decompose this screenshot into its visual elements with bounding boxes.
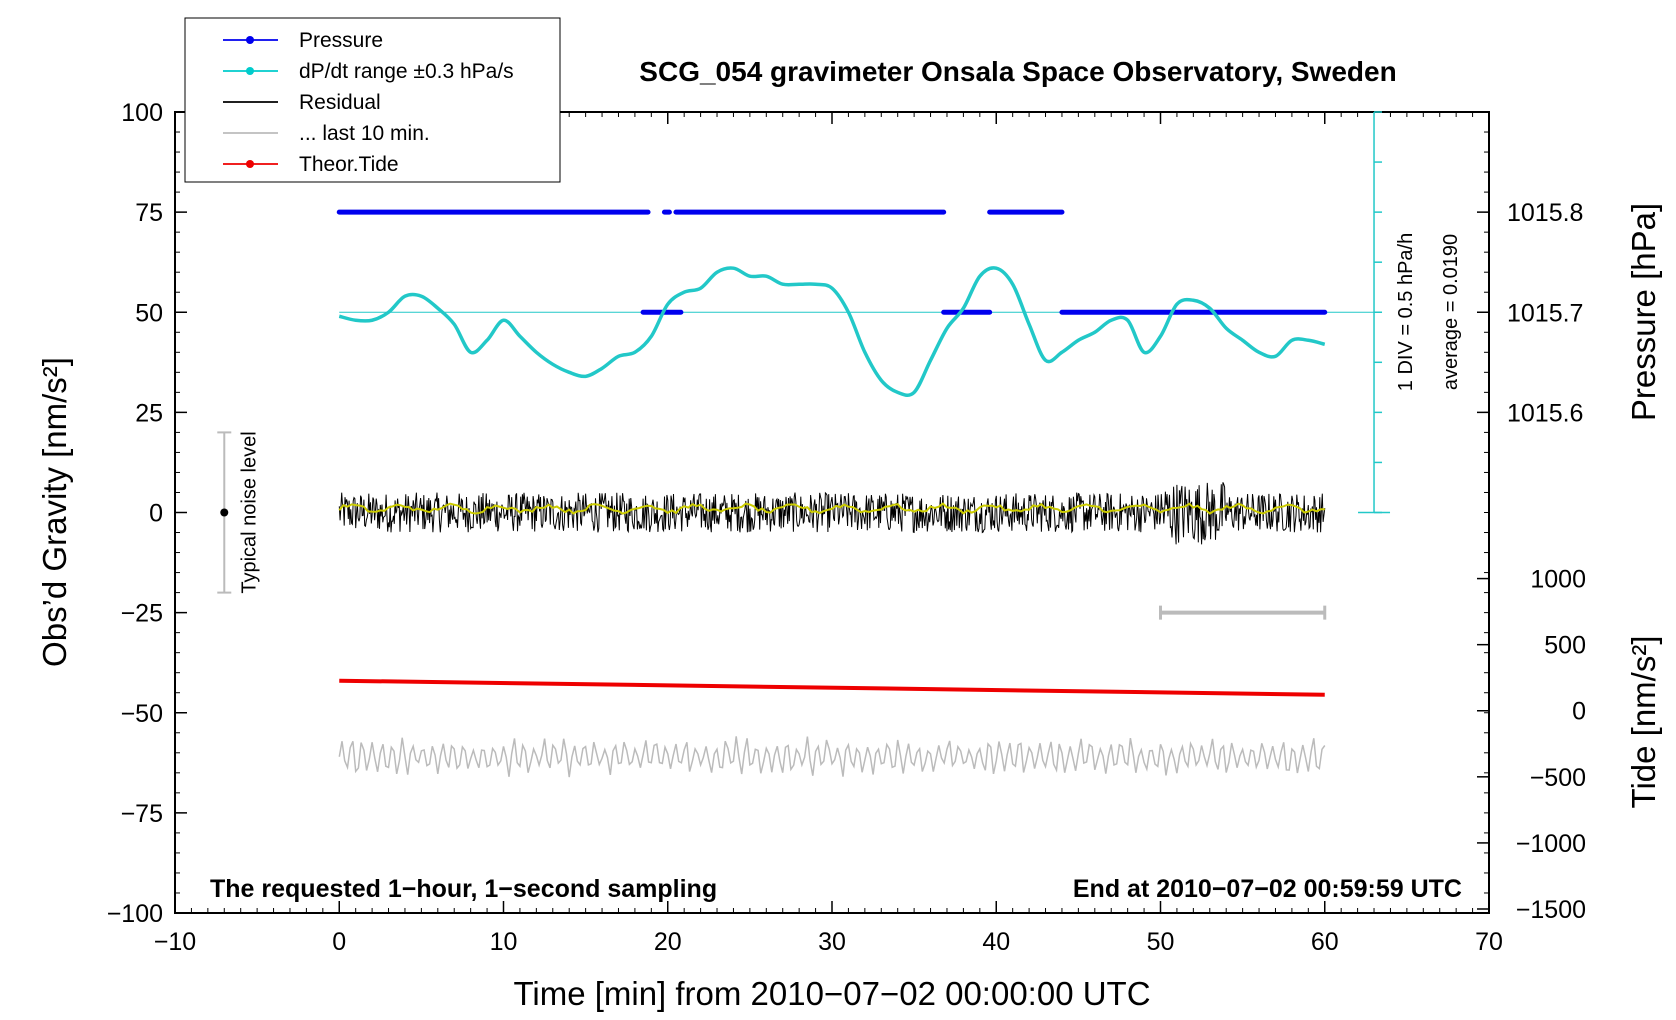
residual-series (338, 482, 1326, 545)
y-tick-label: −25 (121, 600, 163, 628)
x-tick-label: 0 (332, 928, 346, 956)
y-tick-label: 0 (149, 500, 163, 528)
dpdt-series (338, 266, 1326, 397)
legend-box (184, 17, 561, 183)
tide-tick-label: 1000 (1530, 566, 1586, 594)
legend-label: Theor.Tide (299, 153, 399, 176)
last-10-min-series (338, 736, 1326, 778)
pressure-tick-label: 1015.6 (1507, 399, 1583, 427)
legend-label: ... last 10 min. (299, 122, 430, 145)
x-tick-label: 30 (818, 928, 846, 956)
pressure-tick-label: 1015.7 (1507, 299, 1583, 327)
last-10-min-bar (1159, 605, 1327, 620)
noise-bar-dot (220, 508, 229, 517)
y-tick-label: −50 (121, 700, 163, 728)
chart-title: SCG_054 gravimeter Onsala Space Observat… (639, 56, 1396, 87)
pressure-series (336, 209, 1328, 315)
legend-swatch-marker (246, 36, 254, 44)
y-tick-label: 25 (135, 399, 163, 427)
x-tick-label: 50 (1147, 928, 1175, 956)
residual-smoothed-series (338, 502, 1325, 515)
y-tick-label: −75 (121, 800, 163, 828)
tide-axis-title: Tide [nm/s²] (1625, 636, 1662, 809)
pressure-scale-label-div: 1 DIV = 0.5 hPa/h (1395, 233, 1417, 391)
tide-tick-label: −1000 (1516, 830, 1586, 858)
pressure-axis-title: Pressure [hPa] (1625, 203, 1662, 421)
tide-tick-label: −1500 (1516, 896, 1586, 924)
x-axis-title: Time [min] from 2010−07−02 00:00:00 UTC (513, 975, 1150, 1012)
right-axis-ticks: 1015.8 1015.7 1015.6 1000 500 0 −500 −1000 −1500 (1477, 199, 1586, 924)
y-tick-label: 50 (135, 299, 163, 327)
tide-tick-label: 0 (1572, 698, 1586, 726)
legend-swatch-marker (246, 67, 254, 75)
legend-swatch-marker (246, 160, 254, 168)
x-tick-label: 40 (982, 928, 1010, 956)
x-tick-label: 60 (1311, 928, 1339, 956)
theoretical-tide-series (339, 678, 1325, 697)
y-tick-label: −100 (107, 900, 163, 928)
legend: Pressure dP/dt range ±0.3 hPa/s Residual..… (184, 17, 561, 183)
x-tick-label: −10 (154, 928, 196, 956)
noise-level-label: Typical noise level (238, 431, 260, 593)
pressure-scale-label-average: average = 0.0190 (1440, 234, 1462, 390)
pressure-scale-bar (1358, 111, 1391, 514)
legend-label: dP/dt range ±0.3 hPa/s (299, 60, 514, 83)
axis-ticks: −10 0 10 20 30 40 50 60 701007550250−25−50−75−10… (107, 99, 1503, 956)
pressure-tick-label: 1015.8 (1507, 199, 1583, 227)
legend-label: Pressure (299, 29, 383, 52)
bottom-right-note: End at 2010−07−02 00:59:59 UTC (1073, 875, 1462, 903)
noise-level-bar (217, 431, 232, 594)
legend-label: Residual (299, 91, 381, 114)
tide-tick-label: −500 (1530, 764, 1586, 792)
y-tick-label: 75 (135, 199, 163, 227)
tide-tick-label: 500 (1544, 632, 1586, 660)
y-tick-label: 100 (121, 99, 163, 127)
x-tick-label: 70 (1475, 928, 1503, 956)
y-axis-title: Obs’d Gravity [nm/s²] (36, 357, 73, 667)
bottom-left-note: The requested 1−hour, 1−second sampling (210, 875, 717, 903)
x-tick-label: 10 (490, 928, 518, 956)
x-tick-label: 20 (654, 928, 682, 956)
